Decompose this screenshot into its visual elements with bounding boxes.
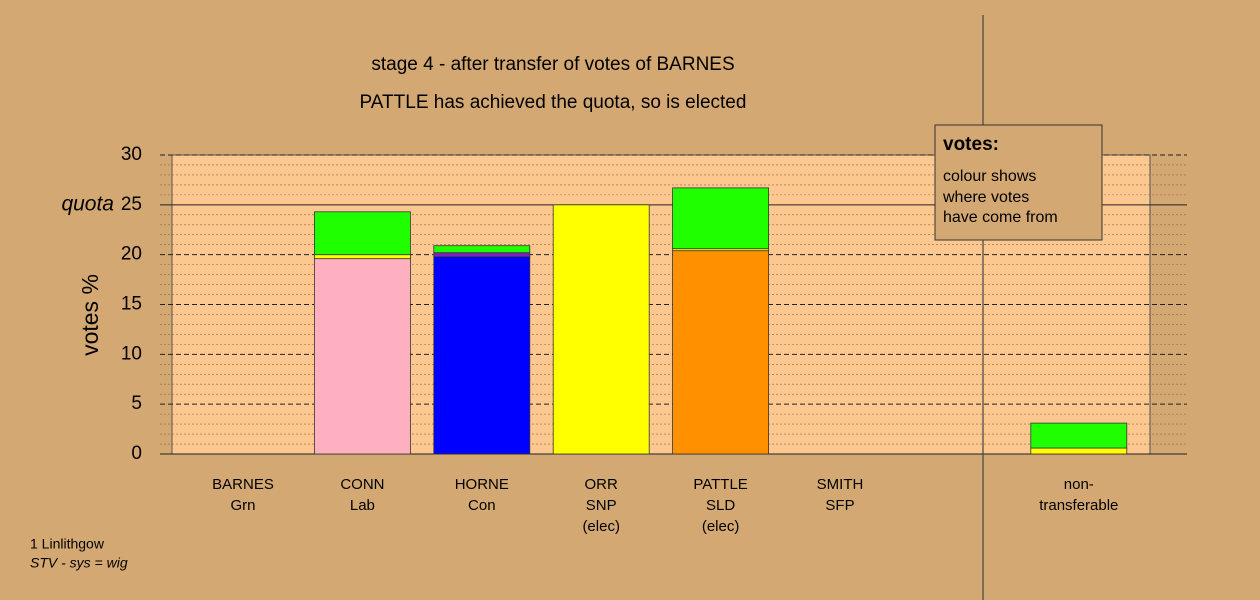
legend-line: have come from — [943, 209, 1058, 226]
x-tick-label: SNP — [586, 497, 617, 514]
bar-segment — [313, 258, 411, 455]
bar-segment — [1030, 422, 1128, 449]
x-tick-label: Lab — [350, 497, 375, 514]
x-tick-label: transferable — [1039, 497, 1118, 514]
x-tick-label: non- — [1064, 476, 1094, 493]
x-tick-label: SFP — [825, 497, 854, 514]
x-tick-label: Grn — [230, 497, 255, 514]
bar-segment — [433, 252, 531, 258]
bar-segment — [313, 211, 411, 256]
x-tick-label: SLD — [706, 497, 735, 514]
y-tick-label: 5 — [131, 393, 142, 414]
legend-box — [934, 124, 1103, 241]
footnote: STV - sys = wig — [30, 555, 128, 571]
y-tick-label: 0 — [131, 443, 142, 464]
x-tick-label: Con — [468, 497, 496, 514]
x-tick-label: PATTLE — [693, 476, 747, 493]
footnote: 1 Linlithgow — [30, 536, 105, 552]
bar-segment — [313, 254, 411, 260]
legend-title: votes: — [943, 134, 999, 155]
x-tick-label: CONN — [340, 476, 384, 493]
chart-subtitle: PATTLE has achieved the quota, so is ele… — [360, 92, 747, 113]
legend-line: where votes — [942, 189, 1029, 206]
x-tick-label: ORR — [585, 476, 619, 493]
bar-segment — [1030, 447, 1128, 455]
legend-line: colour shows — [943, 168, 1036, 185]
bar-segment — [672, 250, 769, 455]
bar-segment — [552, 204, 650, 455]
x-tick-label: SMITH — [817, 476, 864, 493]
x-tick-label: BARNES — [212, 476, 274, 493]
bar-segment — [433, 245, 531, 254]
bar-segment — [433, 256, 531, 455]
y-tick-label: 20 — [121, 244, 142, 265]
chart-title: stage 4 - after transfer of votes of BAR… — [371, 54, 734, 75]
y-tick-label: 30 — [121, 144, 142, 165]
x-tick-label: (elec) — [582, 518, 620, 535]
y-tick-label: 10 — [121, 343, 142, 364]
quota-label: quota — [61, 192, 114, 215]
legend: votes: colour shows where votes have com… — [934, 124, 1103, 241]
y-axis-label: votes % — [77, 274, 103, 356]
y-tick-label: 25 — [121, 194, 142, 215]
x-tick-label: (elec) — [702, 518, 740, 535]
y-tick-label: 15 — [121, 294, 142, 315]
bar-segment — [672, 187, 769, 250]
x-tick-label: HORNE — [455, 476, 509, 493]
